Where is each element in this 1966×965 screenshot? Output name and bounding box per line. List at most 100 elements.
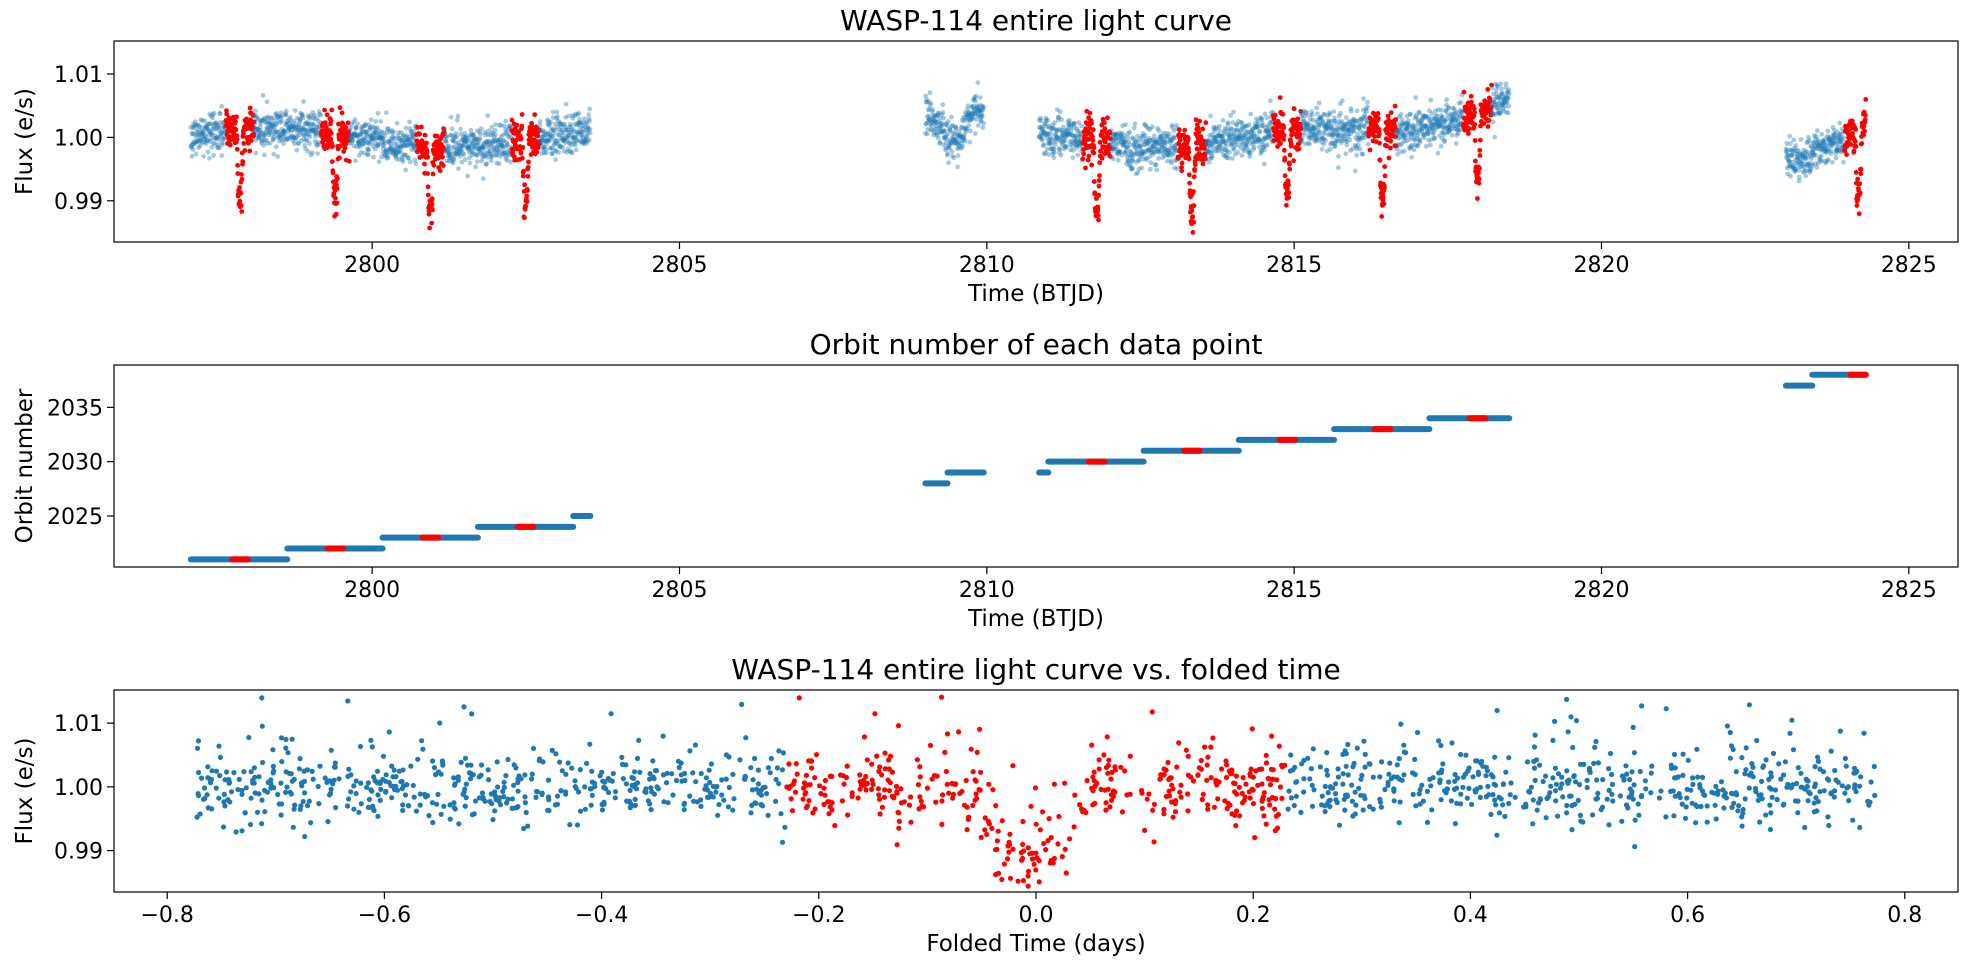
data-point	[456, 143, 462, 148]
data-point	[473, 136, 479, 142]
data-point	[203, 141, 209, 147]
transit-data-point	[1263, 821, 1269, 827]
data-point	[1117, 136, 1123, 141]
data-point	[959, 145, 965, 151]
transit-data-point	[322, 120, 328, 125]
data-point	[368, 135, 374, 140]
data-point	[443, 148, 449, 154]
transit-data-point	[518, 136, 524, 141]
data-point	[369, 133, 375, 139]
data-point	[381, 130, 387, 136]
data-point	[209, 121, 215, 127]
data-point	[256, 134, 262, 139]
data-point	[1060, 140, 1066, 145]
data-point	[1365, 104, 1371, 110]
data-point	[201, 136, 207, 142]
data-point	[1115, 151, 1121, 157]
data-point	[1428, 97, 1434, 103]
data-point	[1136, 166, 1142, 172]
data-point	[247, 821, 254, 828]
data-point	[933, 123, 939, 128]
data-point	[388, 146, 393, 152]
data-point	[478, 772, 484, 778]
data-point	[1040, 124, 1046, 130]
data-point	[312, 116, 317, 122]
data-point	[931, 114, 936, 120]
transit-data-point	[1282, 173, 1288, 179]
data-point	[1165, 133, 1171, 139]
data-point	[389, 130, 395, 136]
transit-data-point	[519, 112, 525, 117]
data-point	[1795, 798, 1801, 804]
data-point	[1153, 146, 1158, 152]
data-point	[391, 786, 398, 793]
data-point	[353, 778, 359, 784]
data-point	[1470, 774, 1476, 780]
data-point	[571, 139, 577, 145]
transit-data-point	[529, 123, 535, 129]
data-point	[390, 151, 396, 157]
data-point	[541, 144, 547, 150]
data-point	[451, 156, 456, 162]
data-point	[575, 112, 581, 118]
data-point	[458, 126, 463, 132]
data-point	[963, 110, 968, 116]
transit-data-point	[1095, 213, 1101, 219]
data-point	[294, 147, 300, 153]
data-point	[375, 143, 380, 149]
transit-data-point	[882, 766, 888, 772]
data-point	[263, 120, 268, 125]
data-point	[1606, 766, 1612, 772]
transit-data-point	[335, 176, 340, 182]
data-point	[1064, 132, 1069, 137]
data-point	[1668, 788, 1674, 795]
transit-data-point	[1242, 794, 1248, 800]
data-point	[449, 133, 454, 138]
transit-data-point	[1179, 165, 1184, 170]
data-point	[1152, 149, 1157, 155]
data-point	[469, 148, 474, 154]
data-point	[582, 139, 588, 145]
transit-data-point	[1288, 141, 1294, 147]
transit-data-point	[894, 842, 900, 848]
data-point	[1044, 124, 1049, 129]
data-point	[197, 143, 203, 149]
data-point	[195, 138, 200, 144]
data-point	[1152, 162, 1158, 168]
data-point	[1636, 812, 1642, 818]
transit-data-point	[874, 753, 880, 759]
data-point	[1217, 128, 1223, 134]
data-point	[398, 144, 403, 150]
data-point	[208, 130, 214, 136]
data-point	[578, 120, 584, 126]
data-point	[554, 116, 559, 121]
data-point	[1742, 796, 1748, 802]
data-point	[453, 150, 458, 156]
data-point	[473, 164, 478, 170]
data-point	[1072, 139, 1078, 145]
data-point	[378, 134, 384, 140]
data-point	[350, 137, 355, 143]
data-point	[1112, 144, 1118, 150]
data-point	[382, 153, 388, 158]
data-point	[1257, 128, 1263, 134]
data-point	[952, 131, 957, 136]
data-point	[941, 115, 947, 121]
transit-data-point	[879, 804, 886, 810]
data-point	[190, 141, 196, 147]
data-point	[253, 127, 259, 133]
data-point	[1656, 795, 1662, 801]
data-point	[562, 136, 568, 141]
data-point	[299, 783, 305, 789]
data-point	[442, 126, 447, 132]
data-point	[490, 817, 496, 823]
data-point	[977, 108, 983, 114]
data-point	[310, 110, 316, 115]
data-point	[388, 141, 394, 147]
data-point	[1069, 138, 1075, 144]
data-point	[193, 122, 198, 128]
data-point	[1122, 133, 1128, 139]
data-point	[364, 129, 369, 135]
data-point	[929, 127, 935, 133]
data-point	[568, 129, 573, 135]
